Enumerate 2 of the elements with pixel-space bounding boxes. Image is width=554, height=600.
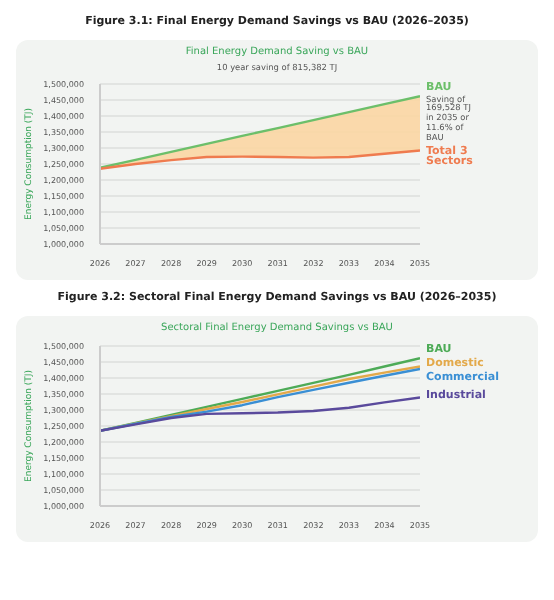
line-series (100, 396, 420, 432)
line-series (100, 149, 420, 170)
